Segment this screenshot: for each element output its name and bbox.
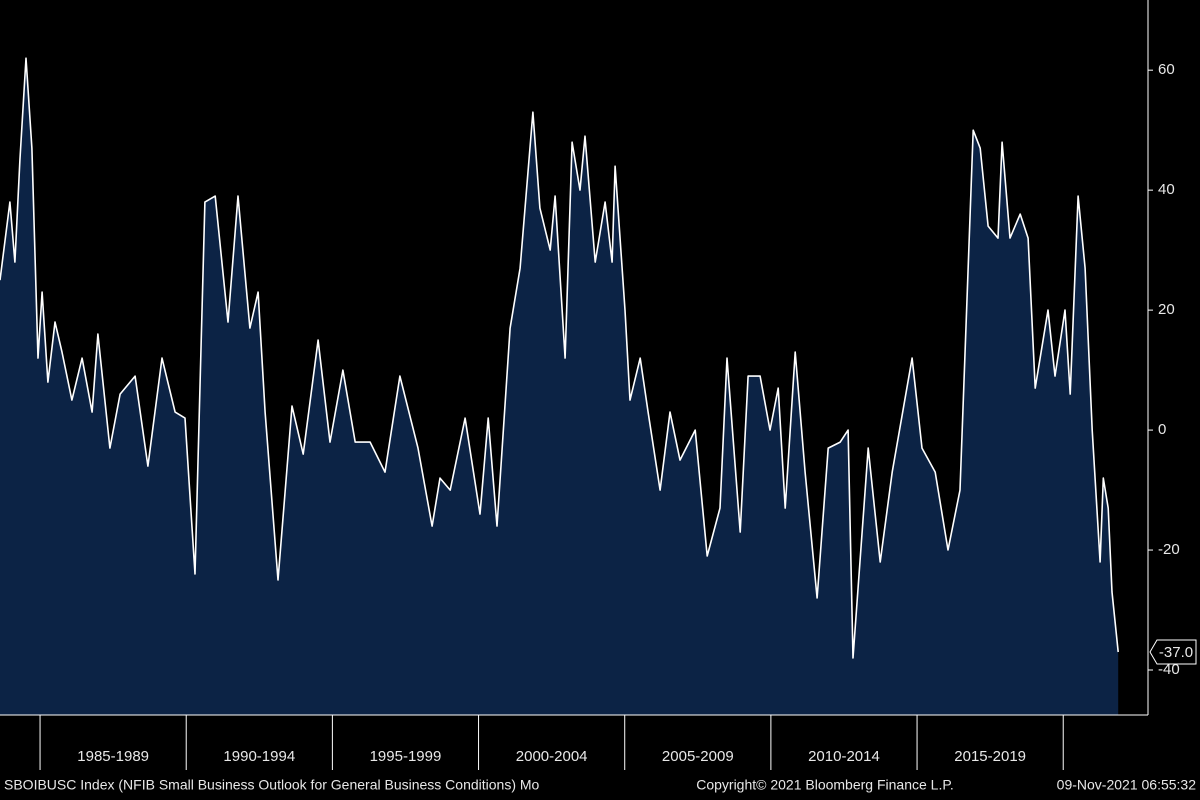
x-period-label: 2010-2014 — [808, 748, 880, 765]
plot-area — [0, 57, 1119, 715]
y-tick-label: -40 — [1158, 661, 1180, 678]
footer-left: SBOIBUSC Index (NFIB Small Business Outl… — [4, 777, 540, 793]
x-period-label: 2015-2019 — [954, 748, 1026, 765]
x-period-label: 2005-2009 — [662, 748, 734, 765]
line — [0, 57, 1119, 659]
x-period-label: 1990-1994 — [223, 748, 295, 765]
y-tick-label: 0 — [1158, 421, 1166, 438]
area — [0, 58, 1119, 715]
x-period-label: 1985-1989 — [77, 748, 149, 765]
last-value-label: -37.0 — [1159, 644, 1193, 661]
x-period-label: 2000-2004 — [516, 748, 588, 765]
x-period-label: 1995-1999 — [370, 748, 442, 765]
footer-center: Copyright© 2021 Bloomberg Finance L.P. — [696, 777, 954, 793]
footer-right: 09-Nov-2021 06:55:32 — [1057, 777, 1197, 793]
y-tick-label: 60 — [1158, 61, 1175, 78]
y-tick-label: 20 — [1158, 301, 1175, 318]
y-tick-label: 40 — [1158, 181, 1175, 198]
last-value-box — [1149, 639, 1197, 665]
y-tick-label: -20 — [1158, 541, 1180, 558]
